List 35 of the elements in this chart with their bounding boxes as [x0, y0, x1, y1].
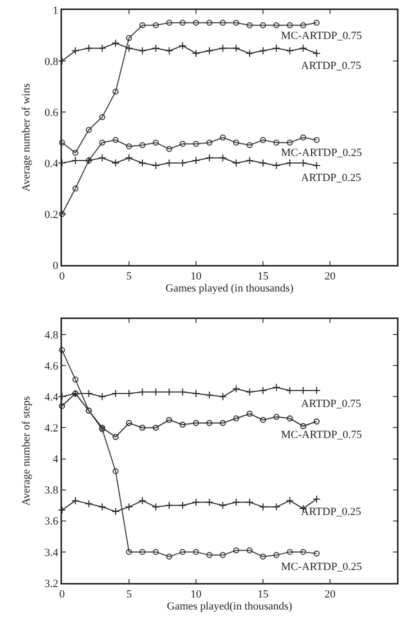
y-tick-label: 0.6 — [44, 106, 59, 119]
y-tick-label: 3.6 — [44, 516, 59, 528]
x-tick-label: 15 — [258, 588, 269, 601]
y-tick-label: 3.8 — [44, 484, 59, 497]
y-tick-label: 4.6 — [44, 360, 59, 372]
y-tick-label: 0.2 — [44, 208, 58, 221]
series-label: ARTDP_0.75 — [301, 60, 362, 72]
x-tick-label: 15 — [258, 270, 269, 283]
x-axis-title: Games played(in thousands) — [166, 600, 292, 613]
series-label: MC-ARTDP_0.25 — [281, 147, 362, 159]
series-label: ARTDP_0.75 — [301, 398, 362, 410]
x-tick-label: 5 — [126, 588, 132, 601]
x-tick-label: 5 — [126, 270, 132, 283]
y-tick-label: 3.4 — [44, 546, 59, 559]
y-tick-label: 1 — [52, 4, 58, 17]
y-tick-label: 4 — [52, 454, 59, 466]
y-tick-label: 0 — [52, 260, 59, 272]
y-axis-title: Average number of steps — [20, 396, 32, 506]
y-tick-label: 0.4 — [44, 158, 59, 170]
y-tick-label: 4.4 — [44, 392, 59, 404]
series-label: MC-ARTDP_0.25 — [281, 561, 362, 573]
y-tick-label: 3.2 — [44, 578, 58, 590]
series-label: ARTDP_0.25 — [301, 506, 362, 518]
series-label: MC-ARTDP_0.75 — [281, 429, 362, 441]
x-tick-label: 20 — [324, 270, 336, 283]
x-axis-title: Games played (in thousands) — [166, 282, 294, 295]
series-label: ARTDP_0.25 — [301, 172, 362, 184]
y-tick-label: 0.8 — [44, 56, 59, 68]
x-tick-label: 10 — [190, 270, 202, 283]
x-tick-label: 20 — [324, 588, 336, 601]
y-tick-label: 4.2 — [44, 422, 58, 435]
x-tick-label: 10 — [190, 588, 202, 601]
series-label: MC-ARTDP_0.75 — [281, 30, 362, 42]
y-tick-label: 4.8 — [44, 329, 59, 342]
y-axis-title: Average number of wins — [20, 83, 32, 192]
